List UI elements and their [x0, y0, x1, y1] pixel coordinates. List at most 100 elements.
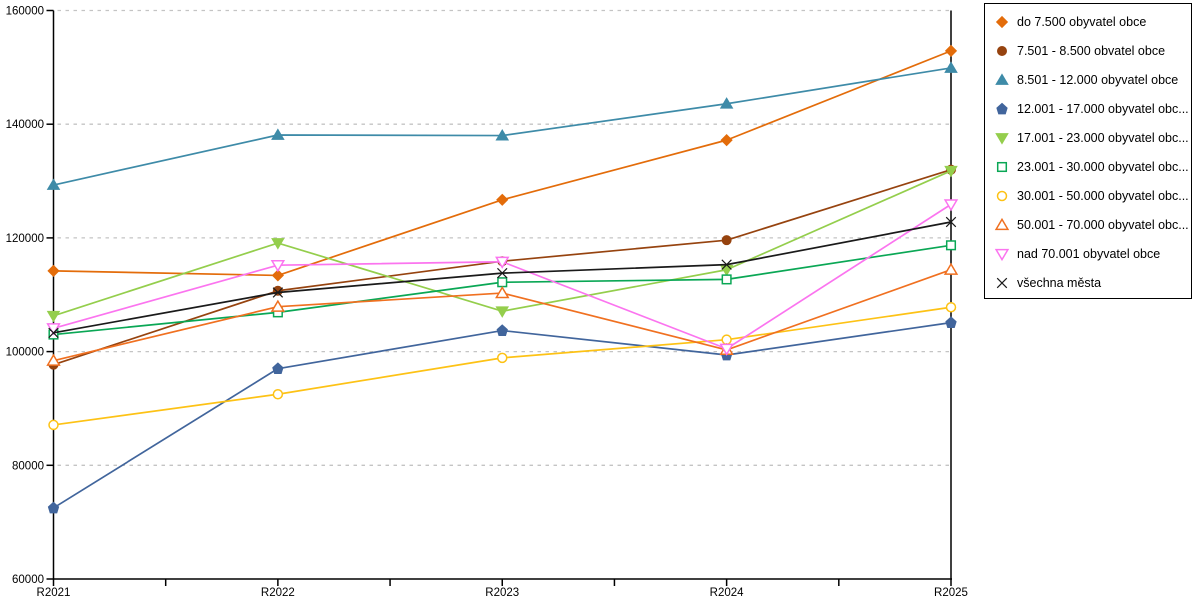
- series-line: [52, 321, 952, 509]
- legend-marker-x-icon: [996, 278, 1008, 289]
- marker-triangle-up: [995, 73, 1009, 85]
- legend-item-2: 8.501 - 12.000 obyvatel obce: [985, 65, 1191, 94]
- x-tick-label: R2025: [934, 587, 968, 599]
- marker-circle: [497, 352, 508, 364]
- y-tick-label: 120000: [6, 233, 44, 245]
- x-tick-label: R2023: [485, 587, 519, 599]
- marker-diamond: [720, 134, 733, 147]
- marker-triangle-up: [943, 262, 959, 275]
- x-tick-label: R2022: [261, 587, 295, 599]
- marker-circle: [272, 388, 284, 400]
- marker-circle: [945, 302, 957, 313]
- legend-label: 12.001 - 17.000 obyvatel obc...: [1017, 101, 1189, 116]
- marker-triangle-down: [719, 343, 734, 356]
- marker-pentagon: [496, 324, 508, 336]
- legend-marker-pentagon-icon: [996, 102, 1008, 115]
- y-tick-label: 140000: [6, 119, 44, 131]
- marker-triangle-up: [944, 61, 958, 73]
- legend-marker-triangle-up-icon: [994, 218, 1010, 231]
- marker-x: [48, 327, 59, 339]
- legend-marker-triangle-down-icon: [994, 249, 1010, 262]
- x-tick-label: R2021: [37, 587, 71, 599]
- legend-label: 17.001 - 23.000 obyvatel obc...: [1017, 130, 1189, 145]
- series-line: [52, 67, 952, 186]
- marker-circle: [996, 190, 1008, 202]
- marker-circle: [272, 285, 283, 296]
- marker-circle: [721, 235, 732, 246]
- marker-triangle-up: [994, 218, 1010, 231]
- legend-item-3: 12.001 - 17.000 obyvatel obc...: [985, 94, 1191, 123]
- y-tick-label: 80000: [12, 460, 44, 472]
- marker-diamond: [271, 269, 284, 282]
- legend: do 7.500 obyvatel obce 7.501 - 8.500 obva…: [984, 3, 1192, 299]
- legend-item-7: 50.001 - 70.000 obyvatel obc...: [985, 211, 1191, 240]
- legend-label: 7.501 - 8.500 obvatel obce: [1017, 43, 1166, 58]
- marker-triangle-down: [994, 249, 1010, 262]
- series-9: [48, 216, 957, 339]
- marker-diamond: [496, 193, 509, 206]
- series-0: [47, 44, 958, 282]
- legend-label: 23.001 - 30.000 obyvatel obc...: [1017, 160, 1189, 175]
- legend-label: 30.001 - 50.000 obyvatel obc...: [1017, 189, 1189, 204]
- marker-x: [721, 259, 732, 270]
- marker-square: [996, 161, 1008, 173]
- legend-label: nad 70.001 obyvatel obce: [1017, 247, 1161, 262]
- marker-x: [272, 287, 284, 298]
- marker-x: [945, 216, 957, 228]
- legend-item-1: 7.501 - 8.500 obvatel obce: [985, 36, 1191, 65]
- marker-triangle-up: [46, 178, 61, 190]
- marker-triangle-up: [495, 128, 510, 141]
- marker-pentagon: [272, 362, 284, 375]
- legend-marker-circle-icon: [996, 190, 1008, 202]
- marker-square: [497, 277, 508, 288]
- marker-diamond: [995, 15, 1009, 28]
- marker-triangle-down: [495, 256, 510, 269]
- series-2: [46, 61, 958, 190]
- legend-item-4: 17.001 - 23.000 obyvatel obc...: [985, 123, 1191, 152]
- x-tick-label: R2024: [710, 587, 744, 599]
- marker-triangle-up: [271, 128, 285, 140]
- marker-triangle-up: [46, 353, 61, 366]
- marker-square: [721, 274, 732, 285]
- marker-pentagon: [996, 102, 1008, 115]
- series-line: [52, 50, 952, 277]
- marker-triangle-up: [495, 285, 510, 299]
- legend-item-8: nad 70.001 obyvatel obce: [985, 240, 1191, 269]
- legend-item-0: do 7.500 obyvatel obce: [985, 7, 1191, 36]
- legend-label: 50.001 - 70.000 obyvatel obc...: [1017, 218, 1189, 233]
- marker-triangle-down: [270, 260, 286, 273]
- marker-triangle-down: [995, 133, 1009, 145]
- marker-triangle-down: [943, 199, 959, 212]
- legend-marker-square-icon: [996, 161, 1008, 173]
- legend-item-9: všechna města: [985, 269, 1191, 298]
- marker-circle: [997, 45, 1007, 56]
- marker-triangle-down: [271, 238, 285, 250]
- legend-marker-diamond-icon: [995, 15, 1009, 28]
- y-tick-label: 160000: [6, 6, 44, 18]
- marker-triangle-up: [719, 97, 734, 109]
- series-8: [46, 199, 959, 356]
- legend-label: všechna města: [1017, 276, 1102, 291]
- y-tick-label: 60000: [12, 574, 44, 586]
- marker-diamond: [944, 44, 958, 57]
- legend-marker-triangle-down-icon: [995, 133, 1009, 145]
- series-7: [46, 262, 959, 366]
- legend-item-6: 30.001 - 50.000 obyvatel obc...: [985, 182, 1191, 211]
- series-3: [47, 316, 957, 514]
- marker-triangle-down: [46, 323, 61, 336]
- marker-square: [945, 240, 957, 251]
- marker-pentagon: [47, 501, 60, 514]
- marker-x: [996, 278, 1008, 289]
- legend-label: 8.501 - 12.000 obyvatel obce: [1017, 72, 1179, 87]
- series-6: [48, 302, 957, 431]
- legend-label: do 7.500 obyvatel obce: [1017, 14, 1147, 29]
- marker-diamond: [47, 264, 60, 277]
- legend-marker-circle-icon: [997, 45, 1007, 56]
- marker-triangle-down: [495, 306, 510, 318]
- marker-circle: [48, 419, 59, 431]
- legend-marker-triangle-up-icon: [995, 73, 1009, 85]
- marker-triangle-up: [270, 299, 286, 312]
- legend-item-5: 23.001 - 30.000 obyvatel obc...: [985, 152, 1191, 181]
- marker-x: [497, 267, 508, 279]
